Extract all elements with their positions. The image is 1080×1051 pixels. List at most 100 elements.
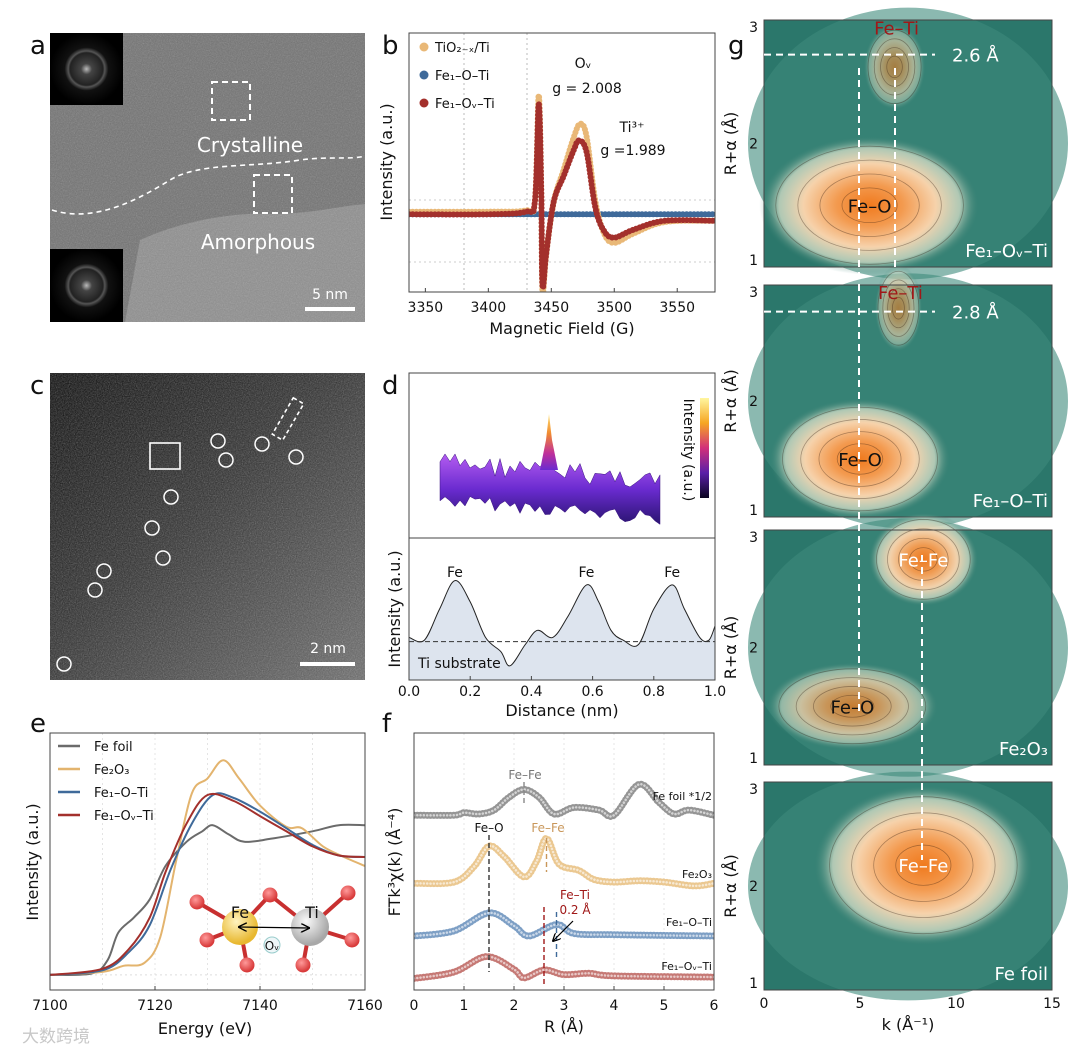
vacancy-label: Oᵥ — [265, 939, 279, 953]
ti-atom — [291, 908, 329, 946]
wavelet-peak — [812, 784, 1034, 946]
x-axis-label-d: Distance (nm) — [505, 701, 618, 720]
x-axis-label-g: k (Å⁻¹) — [882, 1015, 935, 1034]
peak-label-fe: Fe — [664, 565, 680, 581]
legend-label-e: Fe₁–Oᵥ–Ti — [94, 809, 154, 824]
colorbar-label: Intensity (a.u.) — [680, 399, 696, 502]
f-x-tick-label: 2 — [510, 998, 519, 1014]
panel-label-a: a — [30, 31, 46, 61]
wavelet-peak — [868, 512, 979, 607]
crystalline-label: Crystalline — [197, 133, 303, 157]
panel-label-e: e — [30, 709, 46, 739]
annotation-f: Fe–Fe — [508, 768, 541, 782]
contour-line — [841, 187, 898, 224]
f-x-tick-label: 0 — [410, 998, 419, 1014]
legend-label-b: TiO₂₋ₓ/Ti — [434, 41, 490, 56]
sample-label: Fe₁–O–Ti — [973, 491, 1048, 512]
scale-bar-a — [305, 307, 355, 311]
d-x-tick-label: 0.8 — [643, 684, 665, 700]
y-axis-label-d: Intensity (a.u.) — [385, 550, 404, 667]
wavelet-peak — [765, 662, 939, 751]
contour-line — [867, 29, 922, 105]
f-x-tick-label: 1 — [460, 998, 469, 1014]
single-atom-marker — [144, 520, 160, 536]
surface-plot-d: Intensity (a.u.) — [408, 372, 716, 539]
fe-atom-label: Fe — [231, 903, 249, 922]
y-axis-label-g: R+α (Å) — [721, 854, 740, 918]
y-axis-label-f: FTk³χ(k) (Å⁻⁴) — [385, 808, 404, 917]
b-x-tick-label: 3450 — [533, 300, 569, 316]
series-label-f: Fe₁–Oᵥ–Ti — [661, 960, 712, 973]
single-atom-marker — [163, 489, 179, 505]
intensity-spike — [540, 414, 558, 470]
y-axis-label-g: R+α (Å) — [721, 616, 740, 680]
legend-label-b: Fe₁–O–Ti — [435, 69, 489, 84]
o-atom — [239, 957, 255, 973]
xanes-series-2 — [49, 792, 366, 976]
annotation-b: Oᵥ — [575, 56, 592, 72]
sample-label: Fe₂O₃ — [999, 739, 1048, 760]
y-tick-label-g: 2 — [749, 641, 758, 657]
exafs-series-1-marker-centers — [414, 837, 714, 888]
legend-label-e: Fe₂O₃ — [94, 763, 129, 778]
peak-label-fe: Fe — [447, 565, 463, 581]
f-x-tick-label: 3 — [560, 998, 569, 1014]
fe-ov-ti-structure-inset: Fe Ti Oᵥ — [189, 885, 360, 973]
y-tick-label-g: 2 — [749, 879, 758, 895]
plot-frame-g — [763, 781, 1053, 991]
sample-label: Fe foil — [994, 964, 1048, 985]
legend-label-e: Fe foil — [94, 740, 133, 755]
wavelet-panel-1: Fe–O Fe–Ti Fe₁–O–Ti 1 2 3 2.8 Å — [748, 264, 1068, 529]
contour-line — [819, 173, 920, 237]
b-x-tick-label: 3550 — [659, 300, 695, 316]
single-atom-marker — [254, 436, 270, 452]
distance-marker-label: 2.8 Å — [952, 302, 999, 324]
contour-line — [909, 547, 938, 572]
y-tick-label-g: 3 — [749, 530, 758, 546]
wavelet-peak — [874, 264, 923, 352]
wavelet-peak — [768, 398, 952, 520]
x-tick-label-g: 5 — [856, 996, 865, 1012]
watermark: 大数跨境 — [22, 1027, 90, 1047]
panel-label-c: c — [30, 371, 44, 401]
epr-series-group — [409, 92, 715, 292]
y-tick-label-g: 1 — [749, 503, 758, 519]
annotation-b: g = 2.008 — [552, 81, 622, 97]
intensity-surface — [439, 453, 661, 525]
distance-arrow — [239, 927, 309, 928]
d-x-tick-label: 0.4 — [520, 684, 542, 700]
plot-frame-d — [408, 537, 716, 681]
exafs-series-2-marker-centers — [414, 911, 714, 938]
contour-line — [887, 528, 960, 591]
annotation-f: 0.2 Å — [559, 902, 591, 917]
atom-marker-group — [56, 433, 304, 672]
e-x-tick-label: 7140 — [242, 998, 278, 1014]
peak-label: Fe–Fe — [898, 550, 948, 571]
exafs-series-0-marker-centers — [414, 783, 714, 818]
oxygen-vacancy — [263, 936, 281, 954]
d-x-tick-label: 0.2 — [459, 684, 481, 700]
y-axis-label-e: Intensity (a.u.) — [23, 803, 42, 920]
single-atom-marker — [87, 582, 103, 598]
legend-marker-b — [419, 98, 429, 108]
legend-marker-b — [419, 42, 429, 52]
wavelet-panel-2: Fe–Fe Fe–O Fe₂O₃ 1 2 3 — [748, 512, 1068, 777]
wavelet-peak — [759, 135, 980, 275]
plot-frame-g — [763, 529, 1053, 766]
contour-line — [876, 519, 971, 600]
contour-line — [851, 812, 996, 918]
f-x-tick-label: 5 — [660, 998, 669, 1014]
x-axis-label-b: Magnetic Field (G) — [489, 319, 634, 338]
annotation-f: Fe–Ti — [560, 888, 590, 902]
annotation-f: Fe–O — [474, 821, 503, 835]
contour-line — [778, 668, 927, 745]
plot-frame-f — [413, 732, 715, 991]
o-atom — [262, 887, 278, 903]
scale-bar-label-a: 5 nm — [312, 287, 348, 303]
contour-line — [887, 288, 910, 329]
series-label-f: Fe₁–O–Ti — [666, 916, 712, 929]
single-atom-marker — [155, 550, 171, 566]
peak-label: Fe–Ti — [874, 19, 919, 40]
